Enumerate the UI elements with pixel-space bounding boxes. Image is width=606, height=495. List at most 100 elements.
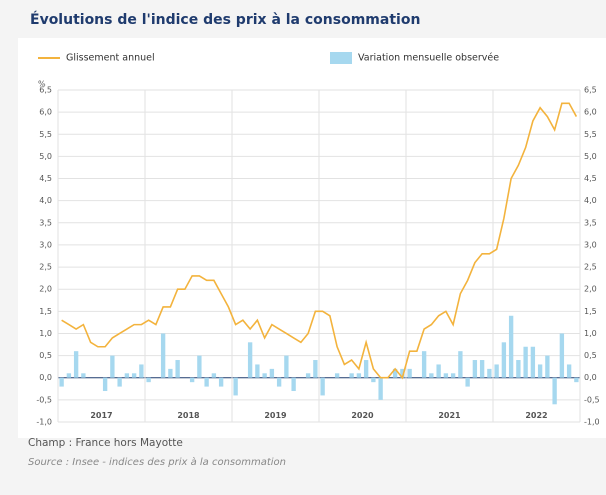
bar [349,373,354,378]
y-tick-label: 5,5 [39,130,52,139]
bar [218,377,224,387]
y2-tick-label: 3,5 [584,218,597,227]
bar [450,373,456,378]
bar [516,360,521,378]
panel [18,38,606,438]
y-tick-label: 0,5 [39,351,52,360]
y2-tick-label: -0,5 [584,395,600,404]
y-unit: % [38,80,46,89]
bar [284,355,289,378]
bar [429,373,434,378]
bar [189,377,195,383]
y2-tick-label: 1,5 [584,307,597,316]
bar [472,360,478,378]
bar [110,355,115,378]
bar [552,377,557,405]
bar [197,355,202,378]
bar [566,364,572,378]
bar [363,360,369,378]
bar [146,377,151,383]
y2-tick-label: 2,0 [584,285,597,294]
bar [443,373,449,378]
y-tick-label: 1,5 [39,307,52,316]
y2-tick-label: 6,0 [584,108,597,117]
bar [139,364,144,378]
y-tick-label: 5,0 [39,152,52,161]
y2-tick-label: 2,5 [584,263,597,272]
y-tick-label: 0,0 [39,373,52,382]
line [61,102,578,380]
y2-tick-label: 5,5 [584,130,597,139]
bar [479,360,485,378]
y2-tick-label: 1,0 [584,329,597,338]
bar [168,368,173,378]
bar [102,377,108,392]
x-tick-label: 2019 [264,411,287,420]
bar [356,373,362,378]
bar [255,364,260,378]
y2-tick-label: 5,0 [584,152,597,161]
legend-swatch [330,52,352,64]
y-tick-label: 4,5 [39,174,52,183]
bar [494,364,499,378]
y-tick-label: 6,5 [39,86,52,95]
y2-tick-label: 4,0 [584,196,597,205]
y2-tick-label: 0,5 [584,351,597,360]
bar [530,346,536,378]
bar [371,377,376,383]
y-tick-label: 6,0 [39,108,52,117]
chart-title: Évolutions de l'indice des prix à la con… [30,11,420,28]
y-tick-label: -1,0 [36,418,52,427]
bar [204,377,209,387]
bar [291,377,296,392]
bar [545,355,550,378]
bar [407,368,412,378]
legend-label: Variation mensuelle observée [358,53,499,64]
bar [436,364,441,378]
bar [160,333,166,378]
bar [81,373,86,378]
bar [574,377,579,383]
y-tick-label: -0,5 [36,395,52,404]
bar [421,351,427,378]
bar [59,377,64,387]
note: Champ : France hors Mayotte [28,437,183,449]
bar [465,377,470,387]
y2-tick-label: -1,0 [584,418,600,427]
bar [320,377,325,396]
x-tick-label: 2017 [90,411,112,420]
bar [247,342,253,378]
y2-tick-label: 4,5 [584,174,597,183]
bar [233,377,238,396]
bar [313,360,318,378]
bar [73,351,79,378]
bar [305,373,311,378]
y2-tick-label: 6,5 [584,86,597,95]
bar [334,373,340,378]
bar [537,364,543,378]
bar [508,315,514,378]
y-tick-label: 2,5 [39,263,52,272]
bar [400,368,405,378]
bar [487,368,492,378]
y-tick-label: 4,0 [39,196,52,205]
y-tick-label: 2,0 [39,285,52,294]
bar [66,373,72,378]
bar [175,360,180,378]
bar [378,377,383,400]
x-tick-label: 2018 [177,411,200,420]
bar [124,373,130,378]
bar [523,346,528,378]
bar [501,342,507,378]
bar [131,373,137,378]
x-tick-label: 2020 [351,411,374,420]
bar [392,368,398,378]
legend-label: Glissement annuel [66,53,155,64]
x-tick-label: 2022 [525,411,547,420]
source: Source : Insee - indices des prix à la c… [28,457,287,468]
bar [211,373,217,378]
x-tick-label: 2021 [438,411,461,420]
bar [262,373,267,378]
bar [559,333,565,378]
